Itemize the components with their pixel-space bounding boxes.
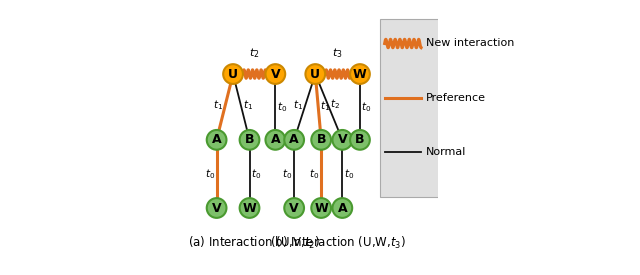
- Text: $t_{1}$: $t_{1}$: [243, 98, 253, 112]
- Text: New interaction: New interaction: [426, 39, 514, 48]
- Circle shape: [239, 198, 259, 218]
- Text: $t_{0}$: $t_{0}$: [205, 167, 215, 181]
- Circle shape: [223, 64, 243, 84]
- Text: A: A: [337, 202, 347, 214]
- Text: $t_{3}$: $t_{3}$: [332, 46, 343, 60]
- Text: W: W: [314, 202, 328, 214]
- Circle shape: [311, 198, 331, 218]
- Text: W: W: [243, 202, 257, 214]
- Circle shape: [284, 198, 304, 218]
- Circle shape: [266, 64, 285, 84]
- Text: $t_{0}$: $t_{0}$: [310, 167, 320, 181]
- Text: $t_{1}$: $t_{1}$: [213, 98, 223, 112]
- Text: $t_{1}$: $t_{1}$: [293, 98, 303, 112]
- Circle shape: [266, 130, 285, 150]
- Circle shape: [350, 64, 370, 84]
- Text: (a) Interaction (U,V,$t_2$): (a) Interaction (U,V,$t_2$): [188, 235, 320, 251]
- Text: V: V: [271, 68, 280, 81]
- Text: V: V: [212, 202, 221, 214]
- Text: $t_{0}$: $t_{0}$: [277, 100, 287, 114]
- Text: U: U: [228, 68, 238, 81]
- Circle shape: [284, 130, 304, 150]
- Text: V: V: [289, 202, 299, 214]
- Text: U: U: [310, 68, 320, 81]
- Circle shape: [350, 130, 370, 150]
- Circle shape: [239, 130, 259, 150]
- Text: $t_{0}$: $t_{0}$: [344, 167, 354, 181]
- Text: B: B: [244, 133, 254, 146]
- Text: $t_{2}$: $t_{2}$: [249, 46, 259, 60]
- Text: W: W: [353, 68, 367, 81]
- Circle shape: [311, 130, 331, 150]
- Text: V: V: [337, 133, 347, 146]
- Text: $t_{0}$: $t_{0}$: [362, 100, 372, 114]
- Circle shape: [207, 198, 227, 218]
- Text: $t_{0}$: $t_{0}$: [282, 167, 292, 181]
- Text: B: B: [316, 133, 326, 146]
- Text: $t_{0}$: $t_{0}$: [251, 167, 261, 181]
- Circle shape: [332, 198, 352, 218]
- Circle shape: [207, 130, 227, 150]
- Text: (b) Interaction (U,W,$t_3$): (b) Interaction (U,W,$t_3$): [269, 235, 406, 251]
- Text: Normal: Normal: [426, 147, 466, 156]
- Text: Preference: Preference: [426, 93, 486, 103]
- FancyBboxPatch shape: [380, 19, 438, 197]
- Text: A: A: [271, 133, 280, 146]
- Text: $t_{1}$: $t_{1}$: [320, 100, 330, 113]
- Text: B: B: [355, 133, 365, 146]
- Text: $t_{2}$: $t_{2}$: [330, 98, 340, 111]
- Circle shape: [332, 130, 352, 150]
- Circle shape: [305, 64, 325, 84]
- Text: A: A: [212, 133, 221, 146]
- Text: A: A: [289, 133, 299, 146]
